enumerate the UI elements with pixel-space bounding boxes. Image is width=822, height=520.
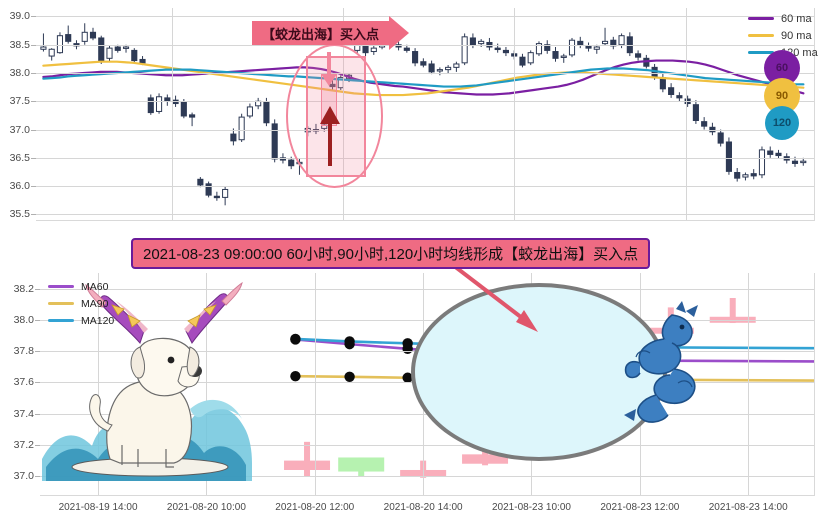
legend-swatch: [48, 302, 74, 305]
signal-banner-text: 2021-08-23 09:00:00 60小时,90小时,120小时均线形成【…: [143, 246, 639, 263]
y-axis-tick-label: 37.8: [13, 345, 34, 358]
legend-item-MA120[interactable]: MA120: [48, 312, 114, 329]
bottom-chart-legend: MA60 MA90 MA120: [48, 278, 114, 329]
y-axis-tick-label: 36.5: [9, 151, 30, 164]
gridline-horizontal: [40, 288, 814, 290]
legend-swatch: [748, 34, 774, 37]
y-axis-tick-label: 37.4: [13, 407, 34, 420]
gridline-horizontal: [36, 214, 814, 216]
ribbon-arrow-tip: [389, 16, 410, 50]
top-chart-plot-area: 39.0 38.5 38.0 37.5 37.0 36.5 36.0 35.5: [10, 8, 815, 221]
y-axis-tick-label: 38.2: [13, 282, 34, 295]
y-axis-tick-label: 37.6: [13, 376, 34, 389]
legend-item-MA60[interactable]: MA60: [48, 278, 114, 295]
y-axis-tick-label: 36.0: [9, 180, 30, 193]
surfing-dog-svg: [42, 281, 252, 481]
x-axis-tick-label: 2021-08-20 14:00: [383, 502, 463, 513]
gridline-vertical: [748, 273, 750, 495]
bottom-chart-plot-area: 38.2 38.0 37.8 37.6 37.4 37.2 37.0 2021-08-19 1…: [14, 244, 815, 513]
y-axis-tick-mark: [31, 73, 36, 74]
legend-label: MA60: [81, 280, 109, 293]
legend-label: MA120: [81, 314, 115, 327]
buy-signal-ribbon: 【蛟龙出海】买入点: [252, 16, 410, 50]
y-axis-tick-label: 37.2: [13, 438, 34, 451]
y-axis-tick-label: 38.5: [9, 38, 30, 51]
y-axis-tick-mark: [31, 214, 36, 216]
legend-item-90-ma[interactable]: 90 ma: [748, 27, 818, 44]
y-axis-tick-mark: [31, 186, 36, 188]
x-axis-tick-label: 2021-08-19 14:00: [58, 502, 138, 513]
signal-banner: 2021-08-23 09:00:00 60小时,90小时,120小时均线形成【…: [131, 238, 651, 269]
gridline-horizontal: [36, 16, 814, 18]
legend-label: 90 ma: [781, 29, 812, 42]
gridline-vertical: [685, 8, 687, 220]
y-axis-tick-label: 38.0: [9, 67, 30, 79]
y-axis-tick-mark: [31, 44, 36, 46]
x-axis-tick-label: 2021-08-23 12:00: [600, 502, 680, 513]
y-axis-tick-mark: [35, 382, 40, 384]
x-axis-tick-label: 2021-08-20 10:00: [166, 502, 246, 513]
ma-badge-90[interactable]: 90: [764, 78, 800, 114]
y-axis-tick-mark: [31, 16, 36, 18]
gridline-vertical: [98, 273, 100, 495]
gridline-vertical: [514, 8, 516, 220]
y-axis-tick-label: 37.0: [9, 123, 30, 136]
gridline-horizontal: [36, 186, 814, 188]
y-axis-tick-mark: [35, 476, 40, 478]
y-axis-tick-label: 35.5: [9, 208, 30, 221]
legend-swatch: [48, 319, 74, 322]
gridline-horizontal: [36, 157, 814, 159]
buy-signal-ribbon-label: 【蛟龙出海】买入点: [262, 26, 380, 42]
y-axis-tick-mark: [35, 319, 40, 321]
legend-item-MA90[interactable]: MA90: [48, 295, 114, 312]
gridline-horizontal: [40, 444, 814, 446]
legend-swatch: [48, 285, 74, 288]
gridline-vertical: [172, 8, 174, 220]
legend-item-60-ma[interactable]: 60 ma: [748, 10, 818, 27]
legend-swatch: [748, 51, 774, 54]
y-axis-tick-label: 38.0: [13, 313, 34, 326]
blue-dragon-artwork: [620, 301, 706, 430]
y-axis-tick-mark: [35, 288, 40, 290]
legend-label: MA90: [81, 297, 109, 310]
y-axis-tick-mark: [35, 413, 40, 415]
legend-swatch: [748, 17, 774, 20]
y-axis-tick-mark: [31, 157, 36, 159]
blue-dragon-svg: [624, 301, 698, 423]
x-axis-tick-label: 2021-08-23 10:00: [492, 502, 571, 513]
y-axis-tick-label: 39.0: [9, 10, 30, 23]
ma-badge-120[interactable]: 120: [765, 106, 799, 140]
gridline-horizontal: [40, 476, 814, 478]
gridline-horizontal: [40, 319, 814, 321]
gridline-horizontal: [36, 44, 814, 46]
bottom-chart-panel: 38.2 38.0 37.8 37.6 37.4 37.2 37.0 2021-08-19 1…: [0, 244, 822, 520]
y-axis-tick-label: 37.5: [9, 95, 30, 108]
top-chart-series-svg: [40, 23, 807, 206]
buy-up-arrow-icon: [320, 106, 340, 166]
signal-down-arrow-icon: [321, 52, 337, 86]
gridline-horizontal: [36, 73, 814, 74]
x-axis-tick-label: 2021-08-23 14:00: [708, 502, 788, 513]
gridline-vertical: [206, 273, 208, 495]
legend-label: 60 ma: [781, 12, 812, 25]
y-axis-tick-label: 37.0: [13, 470, 34, 483]
gridline-horizontal: [36, 129, 814, 131]
y-axis-tick-mark: [35, 444, 40, 446]
y-axis-tick-mark: [31, 101, 36, 103]
gridline-vertical: [314, 273, 316, 495]
surfing-dog-artwork: [40, 281, 255, 486]
x-axis-tick-label: 2021-08-20 12:00: [275, 502, 355, 513]
gridline-horizontal: [36, 101, 814, 103]
signal-zone-ellipse: [286, 44, 383, 188]
zoom-highlight-ellipse: [411, 283, 667, 461]
top-chart-panel: 39.0 38.5 38.0 37.5 37.0 36.5 36.0 35.5 【蛟龙出海】买…: [0, 0, 822, 232]
y-axis-tick-mark: [31, 129, 36, 131]
y-axis-tick-mark: [35, 351, 40, 353]
